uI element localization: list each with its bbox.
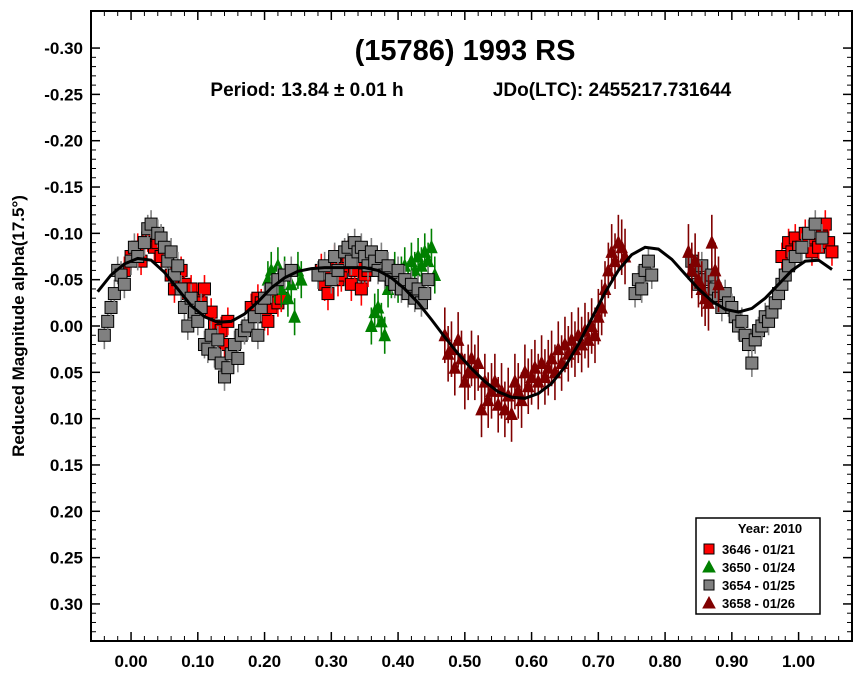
data-point — [641, 254, 655, 268]
data-point — [815, 231, 829, 245]
data-point — [321, 287, 335, 301]
data-point — [735, 314, 749, 328]
data-point — [97, 328, 111, 342]
data-point — [712, 276, 725, 291]
legend-label: 3650 - 01/24 — [722, 560, 796, 575]
axis-ticks-layer — [91, 11, 853, 642]
legend-square-marker — [703, 579, 715, 591]
x-tick-label: 0.50 — [448, 652, 481, 671]
fit-curve-layer — [96, 245, 833, 400]
x-tick-label: 0.60 — [515, 652, 548, 671]
data-points-layer — [97, 210, 839, 442]
x-tick-label: 0.10 — [181, 652, 214, 671]
y-tick-label: -0.10 — [44, 224, 83, 243]
y-tick-label: -0.25 — [44, 85, 83, 104]
data-point — [354, 282, 368, 296]
y-tick-label: 0.10 — [50, 410, 83, 429]
y-tick-label: 0.20 — [50, 502, 83, 521]
data-point — [107, 287, 121, 301]
x-tick-label: 1.00 — [782, 652, 815, 671]
legend-entries: 3646 - 01/21 3650 - 01/24 3654 - 01/25 3658… — [702, 542, 796, 611]
y-tick-labels: -0.30 -0.25 -0.20 -0.15 -0.10 -0.05 0.00 0.05 0.… — [44, 39, 83, 614]
legend-label: 3654 - 01/25 — [722, 578, 795, 593]
legend-box — [695, 517, 821, 615]
legend-entry: 3654 - 01/25 — [703, 578, 795, 593]
chart-title: (15786) 1993 RS — [355, 35, 576, 67]
legend-entry: 3658 - 01/26 — [702, 595, 795, 611]
series-3658-01-26 — [438, 214, 725, 442]
data-point — [101, 314, 115, 328]
data-point — [378, 327, 391, 342]
y-tick-label: -0.30 — [44, 39, 83, 58]
data-point — [825, 245, 839, 259]
legend-square-marker — [703, 543, 715, 555]
data-point — [418, 287, 432, 301]
x-tick-label: 0.80 — [649, 652, 682, 671]
data-point — [191, 314, 205, 328]
data-point — [251, 328, 265, 342]
data-point — [231, 351, 245, 365]
y-axis-label: Reduced Magnitude alpha(17.5°) — [9, 195, 28, 457]
y-tick-label: -0.05 — [44, 271, 83, 290]
x-tick-labels: 0.00 0.10 0.20 0.30 0.40 0.50 0.60 0.70 0.80 0.90… — [115, 652, 816, 671]
x-tick-label: 0.30 — [315, 652, 348, 671]
y-tick-label: 0.05 — [50, 363, 83, 382]
epoch-label: JDo(LTC): 2455217.731644 — [493, 80, 732, 101]
data-point — [211, 333, 225, 347]
data-point — [645, 268, 659, 282]
data-point — [635, 282, 649, 296]
data-point — [795, 240, 809, 254]
legend: Year: 2010 3646 - 01/21 3650 - 01/24 3654 … — [695, 517, 821, 615]
data-point — [808, 217, 822, 231]
data-point — [104, 300, 118, 314]
data-point — [261, 314, 275, 328]
y-tick-label: 0.15 — [50, 456, 83, 475]
x-tick-label: 0.90 — [715, 652, 748, 671]
y-tick-label: 0.25 — [50, 549, 83, 568]
y-tick-label: 0.00 — [50, 317, 83, 336]
legend-label: 3646 - 01/21 — [722, 542, 795, 557]
x-tick-label: 0.00 — [115, 652, 148, 671]
period-label: Period: 13.84 ± 0.01 h — [210, 80, 403, 101]
data-point — [197, 282, 211, 296]
data-point — [117, 277, 131, 291]
legend-entry: 3646 - 01/21 — [703, 542, 795, 557]
y-tick-label: 0.30 — [50, 595, 83, 614]
x-tick-label: 0.70 — [582, 652, 615, 671]
data-point — [745, 356, 759, 370]
legend-label: 3658 - 01/26 — [722, 596, 795, 611]
data-point — [471, 355, 485, 370]
fit-curve — [96, 245, 833, 400]
legend-entry: 3650 - 01/24 — [702, 559, 796, 575]
legend-title: Year: 2010 — [738, 521, 802, 536]
data-point — [288, 309, 301, 323]
x-tick-label: 0.40 — [382, 652, 415, 671]
data-point — [421, 273, 435, 287]
data-point — [425, 239, 438, 254]
legend-triangle-marker — [702, 595, 716, 609]
data-point — [137, 236, 151, 250]
y-tick-label: -0.20 — [44, 132, 83, 151]
data-point — [164, 245, 178, 259]
data-point — [505, 406, 518, 421]
data-point — [171, 259, 185, 273]
legend-triangle-marker — [702, 559, 716, 573]
data-point — [294, 271, 308, 286]
x-tick-label: 0.20 — [248, 652, 281, 671]
y-tick-label: -0.15 — [44, 178, 83, 197]
